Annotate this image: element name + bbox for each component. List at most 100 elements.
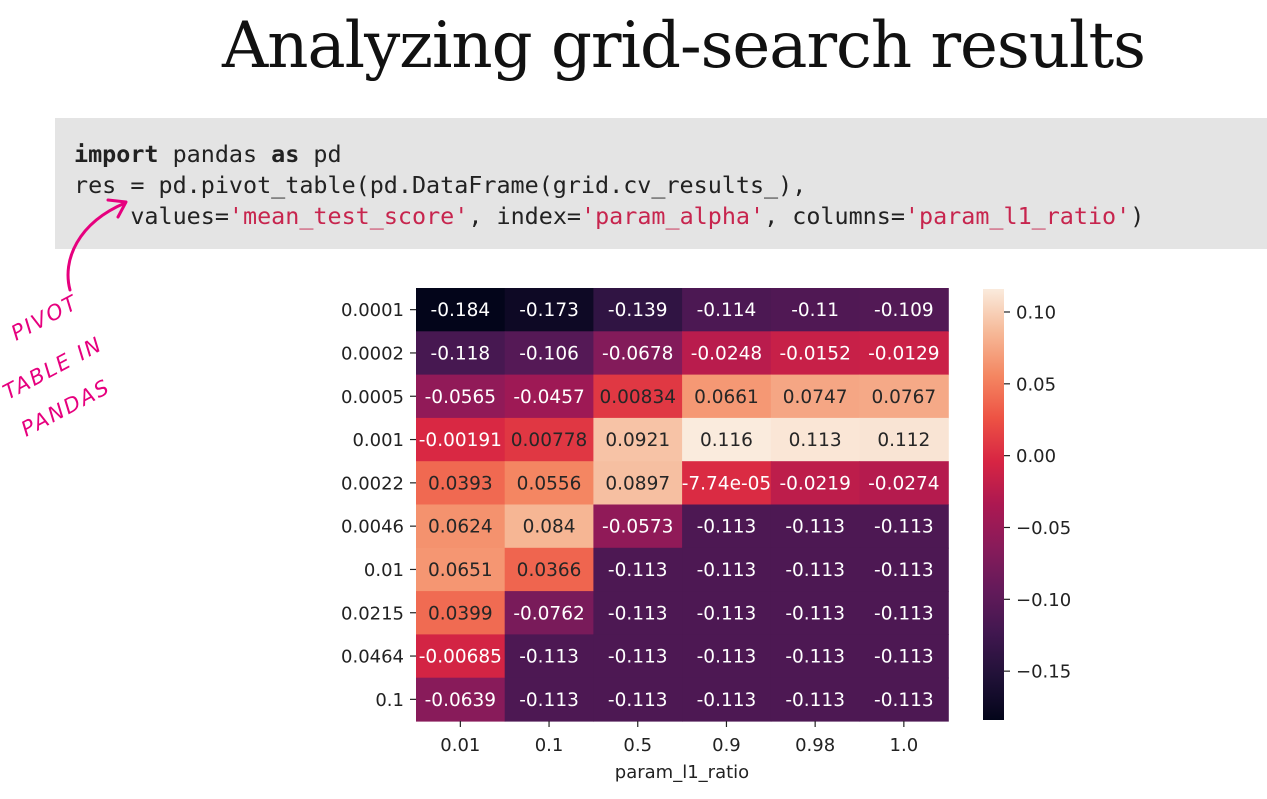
heatmap-cell bbox=[770, 677, 861, 722]
code-keyword: import bbox=[74, 140, 159, 168]
code-text: values= bbox=[130, 202, 229, 230]
heatmap-cell bbox=[682, 591, 772, 635]
heatmap-cell-label: 0.0747 bbox=[783, 387, 848, 408]
y-tick-label: 0.01 bbox=[364, 560, 404, 581]
x-tick-label: 0.9 bbox=[712, 735, 741, 756]
heatmap-cells bbox=[416, 288, 949, 722]
heatmap-cell-label: -0.139 bbox=[608, 300, 668, 321]
y-axis: 0.0001 0.0002 0.0005 0.001 0.0022 0.0046 0.01 0… bbox=[341, 300, 416, 711]
code-line-1: import pandas as pd bbox=[74, 139, 1267, 170]
heatmap-cell bbox=[859, 591, 949, 635]
heatmap-cell bbox=[859, 374, 949, 419]
x-tick-label: 0.1 bbox=[535, 735, 564, 756]
colorbar-tick-label: 0.10 bbox=[1016, 302, 1056, 323]
code-keyword: as bbox=[271, 140, 300, 168]
heatmap-cell-label: -0.106 bbox=[519, 343, 579, 364]
heatmap-cell bbox=[416, 331, 506, 376]
x-tick-label: 0.01 bbox=[440, 735, 480, 756]
heatmap-cell-label: -0.0248 bbox=[691, 343, 762, 364]
code-text: , index= bbox=[468, 202, 581, 230]
code-text: res = pd.pivot_table(pd.DataFrame(grid.c… bbox=[74, 171, 807, 199]
heatmap-cell-labels: -0.184 -0.173 -0.139 -0.114 -0.11 -0.109 -0.11… bbox=[419, 300, 940, 711]
colorbar-tick-label: −0.05 bbox=[1016, 518, 1071, 539]
heatmap-cell bbox=[859, 288, 949, 332]
heatmap-cell bbox=[770, 634, 861, 679]
heatmap-cell-label: -0.0639 bbox=[425, 690, 496, 711]
heatmap-cell-label: -0.113 bbox=[785, 560, 845, 581]
heatmap-cell bbox=[504, 288, 594, 332]
y-tick-label: 0.0001 bbox=[341, 300, 404, 321]
heatmap-cell-label: -0.113 bbox=[608, 603, 668, 624]
heatmap-cell-label: 0.112 bbox=[877, 430, 930, 451]
heatmap-cell-label: 0.116 bbox=[700, 430, 753, 451]
code-text: pandas bbox=[158, 140, 272, 168]
heatmap-cell-label: -0.114 bbox=[697, 300, 757, 321]
heatmap-cell bbox=[416, 547, 506, 592]
y-tick-label: 0.0005 bbox=[341, 387, 404, 408]
heatmap-cell bbox=[593, 634, 683, 679]
code-text: pd bbox=[299, 140, 342, 168]
colorbar-gradient bbox=[983, 289, 1004, 720]
heatmap-cell-label: -0.0219 bbox=[779, 473, 850, 494]
code-string: 'param_l1_ratio' bbox=[904, 202, 1131, 230]
heatmap-cell bbox=[504, 634, 594, 679]
heatmap-cell-label: -0.0152 bbox=[779, 343, 850, 364]
heatmap-cell bbox=[682, 547, 772, 592]
handwritten-annotation: PIVOT TABLE IN PANDAS bbox=[0, 198, 128, 441]
heatmap-cell-label: -0.0678 bbox=[602, 343, 673, 364]
colorbar: 0.10 0.05 0.00 −0.05 −0.10 −0.15 bbox=[983, 289, 1071, 720]
heatmap-cell bbox=[682, 504, 772, 549]
heatmap-cell bbox=[859, 547, 949, 592]
heatmap-cell bbox=[682, 417, 772, 462]
heatmap-cell bbox=[416, 591, 506, 635]
code-string: 'mean_test_score' bbox=[228, 202, 469, 230]
y-tick-label: 0.0464 bbox=[341, 647, 404, 668]
colorbar-tick-label: 0.05 bbox=[1016, 374, 1056, 395]
y-tick-label: 0.0002 bbox=[341, 343, 404, 364]
heatmap-cell-label: -0.0565 bbox=[425, 387, 496, 408]
x-axis: 0.01 0.1 0.5 0.9 0.98 1.0 bbox=[440, 721, 918, 756]
heatmap-cell-label: -0.113 bbox=[874, 560, 934, 581]
heatmap-cell bbox=[682, 288, 772, 332]
heatmap-cell-label: -0.113 bbox=[608, 690, 668, 711]
heatmap-cell-label: 0.0624 bbox=[428, 517, 493, 538]
heatmap-cell bbox=[504, 461, 594, 506]
heatmap-cell-label: -0.113 bbox=[697, 603, 757, 624]
heatmap-cell-label: -0.113 bbox=[874, 647, 934, 668]
heatmap-cell bbox=[593, 547, 683, 592]
heatmap-cell bbox=[682, 331, 772, 376]
heatmap-cell bbox=[593, 677, 683, 722]
annotation-arrowhead bbox=[106, 198, 128, 219]
colorbar-tick-label: −0.15 bbox=[1016, 662, 1071, 683]
code-text: , columns= bbox=[764, 202, 905, 230]
heatmap-cell-label: -0.0762 bbox=[513, 603, 584, 624]
heatmap-cell bbox=[859, 461, 949, 506]
heatmap-cell bbox=[682, 634, 772, 679]
heatmap-cell-label: 0.0921 bbox=[605, 430, 670, 451]
y-tick-label: 0.001 bbox=[352, 430, 404, 451]
heatmap-cell bbox=[504, 417, 594, 462]
heatmap-cell bbox=[504, 374, 594, 419]
x-axis-label: param_l1_ratio bbox=[615, 762, 749, 783]
y-tick-label: 0.1 bbox=[375, 690, 404, 711]
heatmap-cell-label: -0.113 bbox=[608, 647, 668, 668]
heatmap-cell-label: -7.74e-05 bbox=[682, 473, 771, 494]
heatmap-cell bbox=[770, 374, 861, 419]
heatmap-cell-label: -0.113 bbox=[697, 647, 757, 668]
heatmap-cell bbox=[859, 634, 949, 679]
heatmap-cell-label: -0.118 bbox=[431, 343, 491, 364]
heatmap-cell-label: 0.0661 bbox=[694, 387, 759, 408]
heatmap-cell-label: 0.113 bbox=[789, 430, 842, 451]
heatmap-cell-label: -0.113 bbox=[697, 517, 757, 538]
heatmap-cell bbox=[593, 461, 683, 506]
heatmap-cell bbox=[682, 677, 772, 722]
heatmap-cell-label: -0.113 bbox=[785, 603, 845, 624]
heatmap-cell-label: -0.173 bbox=[519, 300, 579, 321]
heatmap-cell-label: -0.184 bbox=[431, 300, 491, 321]
heatmap-cell-label: 0.0651 bbox=[428, 560, 493, 581]
slide-title: Analyzing grid-search results bbox=[222, 9, 1146, 83]
heatmap-cell-label: 0.084 bbox=[523, 517, 576, 538]
heatmap-cell bbox=[416, 288, 506, 332]
heatmap-cell-label: -0.113 bbox=[519, 690, 579, 711]
colorbar-tick-label: 0.00 bbox=[1016, 446, 1056, 467]
